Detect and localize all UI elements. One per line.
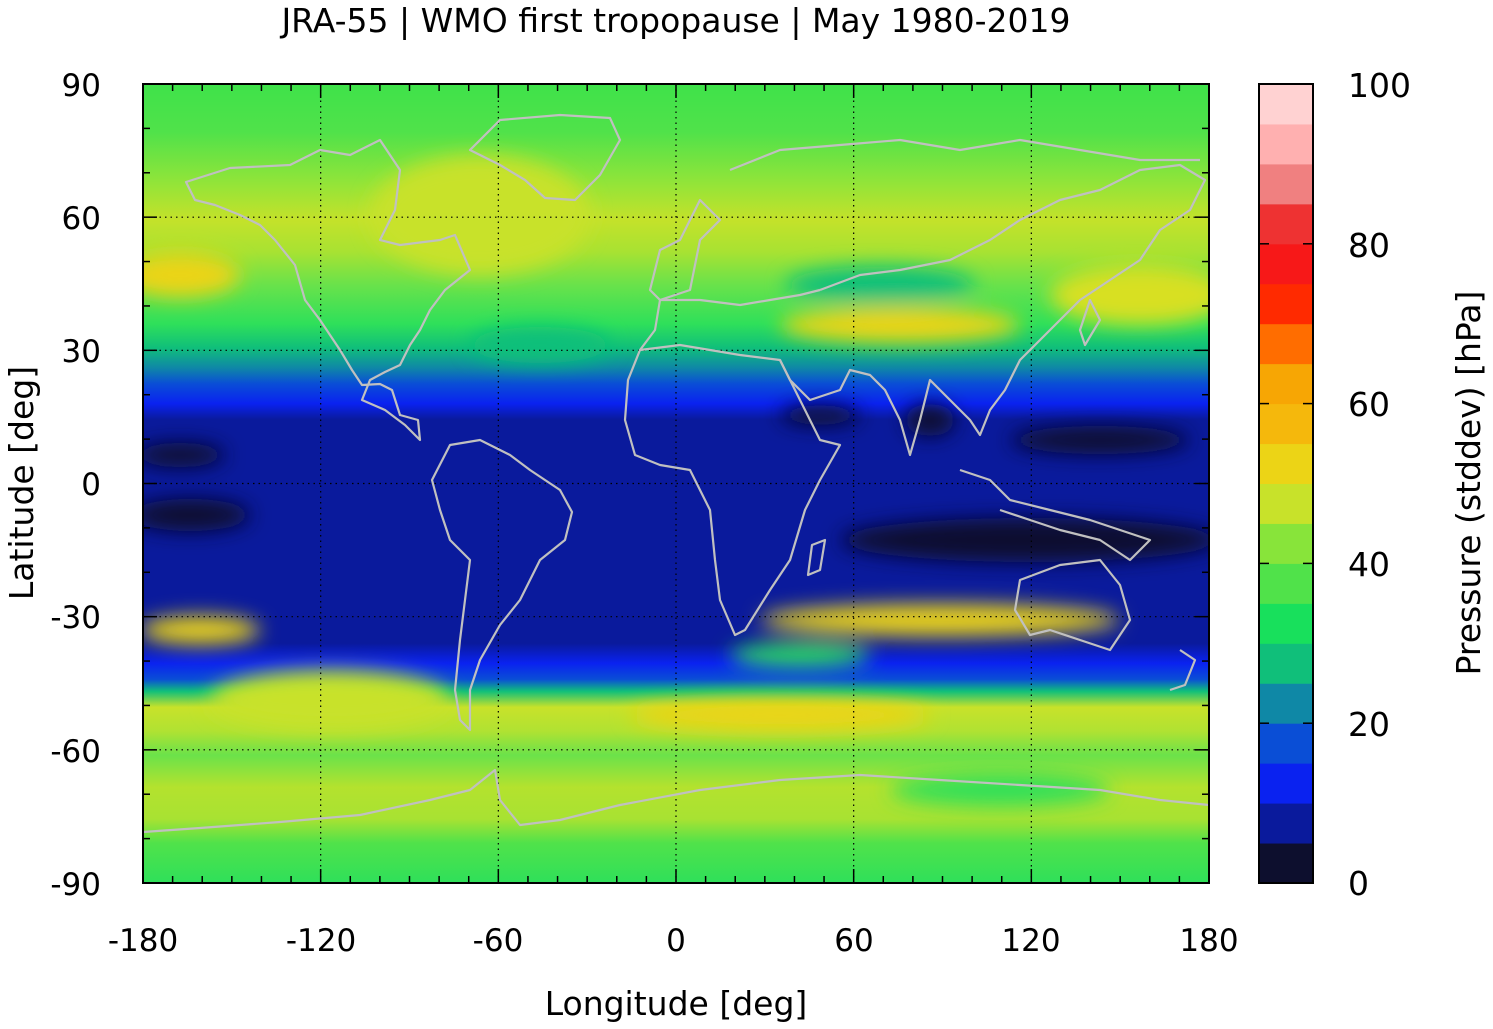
colorbar-swatch — [1259, 683, 1313, 724]
colorbar-swatch — [1259, 243, 1313, 285]
colorbar-swatch — [1259, 843, 1313, 884]
y-tick-label: 30 — [62, 334, 101, 370]
x-tick-label: -120 — [286, 923, 356, 959]
colorbar-tick-label: 0 — [1348, 864, 1369, 903]
colorbar-swatch — [1259, 803, 1313, 844]
x-tick-label: 120 — [1001, 923, 1060, 959]
x-tick-label: 60 — [834, 923, 873, 959]
colorbar-tick-label: 20 — [1348, 705, 1390, 744]
feature-teal-atlantic — [470, 327, 610, 363]
coast-south-america — [430, 438, 574, 732]
colorbar-tick-labels: 0 20 40 60 80 100 — [1348, 66, 1411, 903]
coast-madagascar — [806, 538, 827, 577]
y-tick-label: -90 — [50, 867, 101, 903]
feature-yellow-s-indian — [760, 604, 1120, 636]
y-tick-label: 60 — [62, 201, 101, 237]
colorbar-tick-label: 100 — [1348, 66, 1411, 105]
feature-yellow-s-pacific — [143, 616, 260, 644]
y-axis-label: Latitude [deg] — [2, 366, 41, 600]
chart-title: JRA-55 | WMO first tropopause | May 1980… — [279, 1, 1070, 40]
feature-yellow-nw-pacific — [1050, 265, 1209, 325]
y-tick-labels: 90 60 30 0 -30 -60 -90 — [50, 68, 101, 903]
x-tick-label: -180 — [108, 923, 178, 959]
x-tick-label: 180 — [1179, 923, 1238, 959]
colorbar-swatch — [1259, 283, 1313, 325]
x-tick-label: -60 — [473, 923, 524, 959]
coast-maritime-sea — [959, 468, 1152, 562]
y-tick-label: 90 — [62, 68, 101, 104]
colorbar-swatch — [1259, 123, 1313, 165]
colorbar-label: Pressure (stddev) [hPa] — [1449, 291, 1488, 676]
coast-antarctica — [143, 768, 1209, 834]
colorbar-swatch — [1259, 403, 1313, 445]
feature-dark-w-pacific — [840, 518, 1209, 562]
colorbar: 0 20 40 60 80 100 Pressure (stddev) [hPa… — [1258, 66, 1488, 903]
colorbar-swatch — [1259, 723, 1313, 764]
colorbar-swatch — [1259, 163, 1313, 205]
feature-yellow-southern — [630, 699, 930, 731]
colorbar-swatch — [1259, 483, 1313, 524]
colorbar-swatch — [1259, 643, 1313, 684]
feature-yellow-n-pacific — [143, 253, 240, 297]
coast-asia — [779, 163, 1207, 457]
axis-ticks — [142, 83, 1210, 884]
colorbar-ticks — [1259, 83, 1313, 884]
coastlines — [143, 113, 1209, 834]
coast-europe — [639, 198, 821, 351]
colorbar-frame — [1258, 83, 1314, 884]
colorbar-swatch — [1259, 363, 1313, 405]
x-tick-label: 0 — [666, 923, 686, 959]
y-tick-label: -30 — [50, 600, 101, 636]
colorbar-swatch — [1259, 563, 1313, 604]
feature-dark-e-pacific-s — [143, 499, 250, 531]
feature-dark-arabia — [780, 405, 860, 425]
colorbar-swatch — [1259, 763, 1313, 804]
map-field — [143, 84, 1209, 883]
feature-green-antarctic — [890, 774, 1110, 806]
feature-dark-e-pacific — [143, 443, 225, 467]
feature-yellow-asia-jet — [780, 307, 1020, 343]
x-tick-labels: -180 -120 -60 0 60 120 180 — [108, 923, 1239, 959]
feature-yellow-s-pacific-2 — [210, 670, 450, 730]
colorbar-swatch — [1259, 443, 1313, 484]
colorbar-swatch — [1259, 603, 1313, 644]
colorbar-swatches — [1259, 84, 1313, 884]
colorbar-swatch — [1259, 523, 1313, 564]
grid-lines — [143, 84, 1209, 883]
y-tick-label: -60 — [50, 734, 101, 770]
colorbar-swatch — [1259, 84, 1313, 125]
y-tick-label: 0 — [81, 467, 101, 503]
colorbar-tick-label: 60 — [1348, 385, 1390, 424]
colorbar-tick-label: 40 — [1348, 545, 1390, 584]
colorbar-swatch — [1259, 323, 1313, 365]
coast-greenland — [468, 113, 622, 202]
field-features — [143, 155, 1209, 806]
coast-australia — [1013, 558, 1132, 652]
feature-green-s-indian — [730, 643, 870, 667]
colorbar-tick-label: 80 — [1348, 226, 1390, 265]
coast-north-america — [184, 138, 472, 442]
coast-japan — [1078, 298, 1102, 347]
feature-yellow-n-america — [370, 155, 590, 275]
colorbar-swatch — [1259, 203, 1313, 245]
coast-new-zealand — [1169, 649, 1197, 692]
coast-north-asia-arctic — [729, 138, 1200, 172]
feature-dark-india — [905, 404, 955, 436]
feature-teal-asia — [785, 267, 975, 303]
feature-dark-w-pacific-n — [1010, 426, 1190, 454]
x-axis-label: Longitude [deg] — [545, 984, 808, 1023]
